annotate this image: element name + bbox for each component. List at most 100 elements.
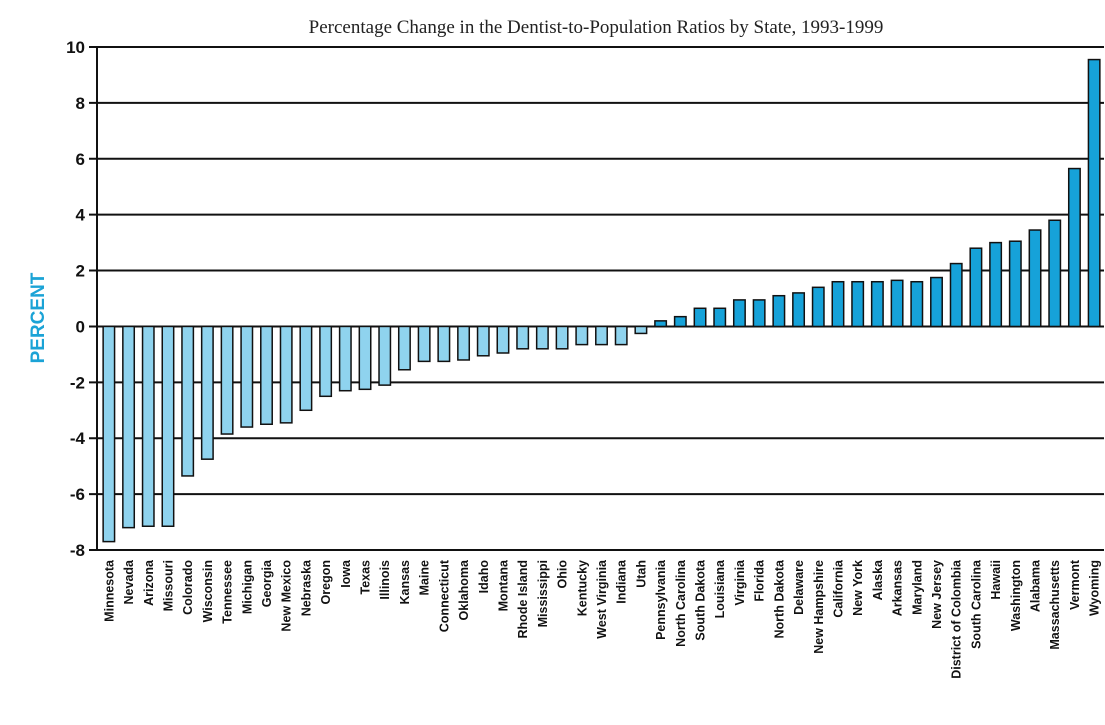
- bar: [358, 325, 372, 391]
- bar: [614, 325, 628, 346]
- bar: [673, 315, 687, 328]
- bar: [1087, 58, 1101, 328]
- bar: [220, 325, 234, 435]
- bar: [1008, 240, 1022, 328]
- x-tick-label: New Jersey: [930, 560, 944, 629]
- bar: [535, 325, 549, 350]
- x-tick-label: Alabama: [1029, 559, 1043, 612]
- bar: [338, 325, 352, 392]
- x-tick-label: Nebraska: [299, 559, 313, 616]
- x-tick-label: California: [831, 559, 845, 618]
- bar: [319, 325, 333, 398]
- x-tick-label: Idaho: [477, 560, 491, 594]
- x-tick-label: South Dakota: [694, 559, 708, 641]
- x-tick-label: Pennsylvania: [654, 559, 668, 640]
- bar: [792, 292, 806, 328]
- bar: [102, 325, 116, 543]
- x-tick-label: Virginia: [733, 559, 747, 606]
- x-tick-label: Delaware: [792, 560, 806, 615]
- bar: [457, 325, 471, 361]
- x-tick-label: New Hampshire: [812, 560, 826, 654]
- bar: [417, 325, 431, 363]
- bar: [397, 325, 411, 371]
- x-tick-label: Oklahoma: [457, 559, 471, 620]
- x-tick-label: Washington: [1009, 560, 1023, 631]
- bar: [161, 325, 175, 527]
- bar: [496, 325, 510, 354]
- x-tick-label: Michigan: [240, 560, 254, 614]
- x-tick-label: Louisiana: [713, 559, 727, 618]
- x-tick-label: District of Colombia: [950, 559, 964, 679]
- x-tick-label: Iowa: [339, 559, 353, 588]
- x-tick-label: Wisconsin: [201, 560, 215, 622]
- x-axis-labels: Minnesota Nevada Arizona Missouri Colorado Wi…: [102, 559, 1101, 679]
- y-tick-label: -2: [70, 373, 85, 392]
- x-tick-label: Kentucky: [575, 560, 589, 616]
- chart-title: Percentage Change in the Dentist-to-Popu…: [309, 17, 884, 38]
- bar: [240, 325, 254, 428]
- bar: [1067, 167, 1081, 328]
- bar: [437, 325, 451, 363]
- x-tick-label: Oregon: [319, 560, 333, 604]
- y-tick-label: 8: [76, 94, 85, 113]
- bar: [831, 280, 845, 328]
- x-tick-label: West Virginia: [595, 559, 609, 639]
- x-tick-label: Texas: [359, 560, 373, 595]
- y-tick-label: 2: [76, 262, 85, 281]
- bar: [516, 325, 530, 350]
- y-tick-label: -6: [70, 485, 85, 504]
- x-tick-label: Maryland: [910, 560, 924, 615]
- bar: [299, 325, 313, 412]
- bar: [476, 325, 490, 357]
- x-tick-label: Florida: [753, 559, 767, 602]
- x-tick-label: Kansas: [398, 560, 412, 605]
- bar: [654, 320, 668, 328]
- x-tick-label: Wyoming: [1088, 560, 1102, 616]
- y-tick-label: 6: [76, 150, 85, 169]
- x-tick-label: Illinois: [378, 560, 392, 600]
- bar: [181, 325, 195, 477]
- x-tick-label: Minnesota: [102, 559, 116, 622]
- bar: [851, 280, 865, 328]
- bar: [260, 325, 273, 426]
- x-tick-label: Utah: [634, 560, 648, 588]
- x-tick-label: Massachusetts: [1048, 560, 1062, 650]
- x-tick-label: New Mexico: [280, 560, 294, 632]
- x-tick-label: Georgia: [260, 559, 274, 607]
- bar: [693, 307, 707, 328]
- bar: [595, 325, 608, 346]
- x-tick-label: South Carolina: [969, 559, 983, 649]
- bars: [102, 58, 1101, 543]
- bar: [200, 325, 214, 460]
- x-tick-label: North Dakota: [772, 559, 786, 639]
- bar: [713, 307, 727, 328]
- x-tick-label: Alaska: [871, 559, 885, 600]
- bar: [989, 241, 1003, 328]
- x-tick-label: Ohio: [556, 560, 570, 589]
- x-tick-label: Arizona: [142, 559, 156, 606]
- bar: [752, 299, 766, 328]
- x-tick-label: Connecticut: [437, 559, 451, 632]
- bar: [930, 276, 943, 328]
- x-tick-label: Indiana: [615, 559, 629, 604]
- bar: [1028, 229, 1042, 328]
- y-tick-label: -8: [70, 541, 85, 560]
- y-tick-label: -4: [70, 429, 86, 448]
- x-tick-label: New York: [851, 560, 865, 616]
- x-tick-label: Mississippi: [536, 560, 550, 627]
- bar: [122, 325, 136, 529]
- bar: [811, 286, 825, 328]
- bar: [634, 325, 648, 335]
- y-tick-label: 0: [76, 317, 85, 336]
- x-tick-label: Missouri: [161, 560, 175, 611]
- bar: [772, 294, 786, 328]
- bar: [910, 280, 924, 328]
- x-tick-label: Hawaii: [989, 560, 1003, 600]
- y-tick-label: 4: [76, 206, 86, 225]
- x-tick-label: North Carolina: [674, 559, 688, 647]
- y-axis-ticks: 10 8 6 4 2 0 -2 -4 -6 -8: [66, 38, 85, 560]
- bar: [1048, 219, 1062, 328]
- bar: [555, 325, 569, 350]
- bar: [732, 299, 746, 328]
- x-tick-label: Montana: [496, 559, 510, 611]
